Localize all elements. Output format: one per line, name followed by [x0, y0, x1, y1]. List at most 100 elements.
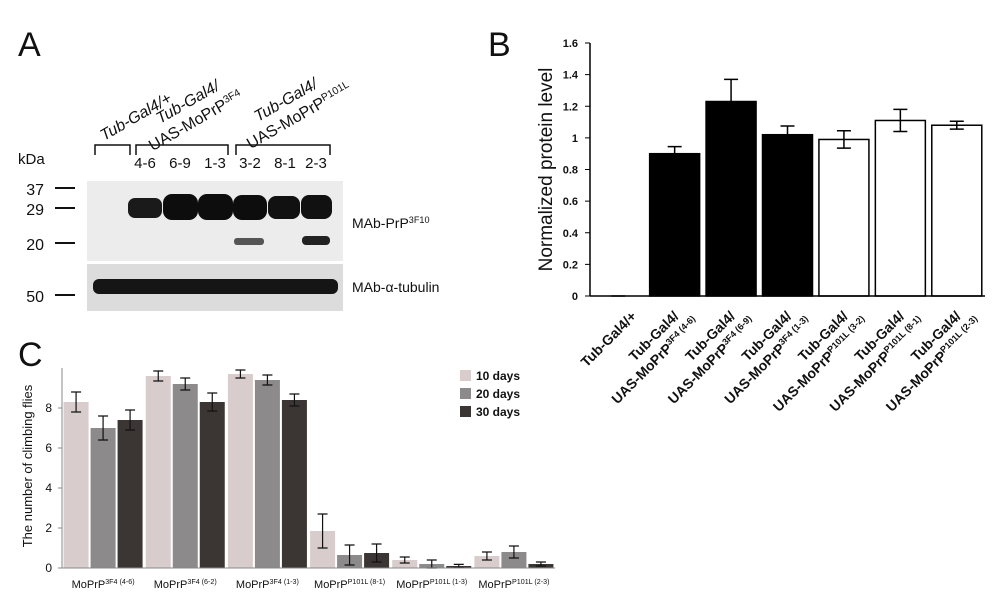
error-bar — [949, 120, 964, 130]
error-bar — [289, 393, 300, 407]
error-bar — [836, 130, 851, 149]
western-blot — [55, 144, 343, 311]
antibody-label: MAb-α-tubulin — [352, 279, 439, 295]
category-text: MoPrP — [236, 579, 270, 591]
lane-label: 1-3 — [204, 155, 226, 172]
genotype-label: Tub-Gal4/UAS-MoPrPP101L — [244, 75, 351, 153]
y-tick-label: 6 — [45, 441, 52, 455]
error-bar — [780, 125, 795, 145]
category-text: MoPrP — [154, 579, 188, 591]
blot-membrane — [87, 181, 343, 261]
error-bar — [125, 409, 136, 431]
error-bar — [207, 392, 218, 412]
panel-label: A — [18, 26, 41, 64]
error-bar — [399, 556, 410, 564]
y-tick-label: 0.8 — [563, 165, 578, 177]
marker-label: 37 — [26, 182, 44, 199]
bar — [474, 556, 500, 568]
y-tick-label: 4 — [45, 481, 52, 495]
y-tick-label: 1.2 — [563, 101, 578, 113]
superscript: P101L (1-3) — [430, 578, 467, 586]
x-tick-label: Tub-Gal4/+ — [577, 308, 639, 370]
x-tick-label: MoPrPP101L (2-3) — [478, 578, 549, 591]
superscript: 3F4 (1-3) — [270, 578, 299, 586]
error-bar — [893, 108, 908, 133]
category-text: MoPrP — [314, 579, 348, 591]
superscript: 3F4 (4-6) — [105, 578, 134, 586]
legend-swatch — [460, 370, 471, 381]
lane-label: 4-6 — [134, 155, 156, 172]
bar — [145, 376, 171, 568]
superscript: P101L (8-1) — [348, 578, 385, 586]
category-text: MoPrP — [478, 579, 512, 591]
bar — [818, 138, 870, 297]
superscript: P101L (2-3) — [512, 578, 549, 586]
y-tick-label: 2 — [45, 521, 52, 535]
legend-swatch — [460, 388, 471, 399]
superscript: 3F4 — [221, 87, 242, 106]
bar — [392, 560, 418, 568]
x-tick-label: MoPrPP101L (8-1) — [314, 578, 385, 591]
bar — [199, 402, 225, 568]
category-text: MoPrP — [72, 579, 106, 591]
antibody-label: MAb-PrP3F10 — [352, 215, 430, 231]
error-bar — [262, 374, 273, 386]
lane-label: 2-3 — [305, 155, 327, 172]
category-text: MoPrP — [396, 579, 430, 591]
marker-label: 29 — [26, 202, 44, 219]
antibody-text: MAb-PrP — [352, 215, 409, 231]
band — [198, 194, 233, 220]
bar — [501, 552, 527, 568]
lane-label: 8-1 — [274, 155, 296, 172]
lane-label: 3-2 — [239, 155, 261, 172]
lane-label: 6-9 — [169, 155, 191, 172]
error-bar — [481, 551, 492, 561]
superscript: P101L — [319, 79, 351, 104]
error-bar — [371, 543, 382, 563]
x-tick-label: MoPrP3F4 (6-2) — [154, 578, 217, 591]
bracket — [235, 144, 331, 155]
marker-label: 50 — [26, 289, 44, 306]
error-bar — [180, 377, 191, 391]
superscript: 3F10 — [409, 215, 430, 225]
panel-label: B — [488, 26, 511, 64]
error-bar — [235, 369, 246, 379]
band — [93, 279, 338, 294]
error-bar — [98, 415, 109, 441]
y-tick-label: 1.4 — [563, 70, 579, 82]
y-tick-label: 0.2 — [563, 259, 578, 271]
band — [302, 236, 330, 245]
x-tick-label: MoPrPP101L (1-3) — [396, 578, 467, 591]
bar — [648, 152, 701, 297]
category-line: Tub-Gal4/+ — [577, 308, 639, 370]
legend-label: 30 days — [476, 405, 520, 419]
error-bar — [508, 545, 519, 559]
x-tick-label: MoPrP3F4 (4-6) — [72, 578, 135, 591]
superscript: 3F4 (6-2) — [187, 578, 216, 586]
antibody-text: MAb-α-tubulin — [352, 279, 439, 295]
bar — [874, 119, 927, 297]
genotype-label: Tub-Gal4/UAS-MoPrP3F4 — [146, 77, 242, 155]
error-bar — [535, 561, 546, 567]
error-bar — [667, 145, 682, 162]
error-bar — [71, 391, 82, 413]
bracket — [94, 144, 131, 155]
band — [233, 195, 267, 220]
bar — [90, 428, 116, 568]
band — [234, 238, 264, 245]
bracket — [135, 144, 229, 155]
y-tick-label: 1.6 — [563, 38, 578, 50]
band — [301, 195, 332, 219]
y-tick-label: 0.4 — [563, 228, 579, 240]
bar — [63, 402, 89, 568]
panel-label: C — [18, 336, 43, 374]
band — [128, 198, 162, 218]
y-tick-label: 0 — [45, 561, 52, 575]
y-tick-label: 0 — [572, 291, 578, 303]
error-bar — [724, 78, 739, 125]
error-bar — [153, 370, 164, 382]
y-tick-label: 1 — [572, 133, 578, 145]
y-axis-label: Normalized protein level — [536, 68, 557, 272]
bar — [117, 420, 143, 568]
